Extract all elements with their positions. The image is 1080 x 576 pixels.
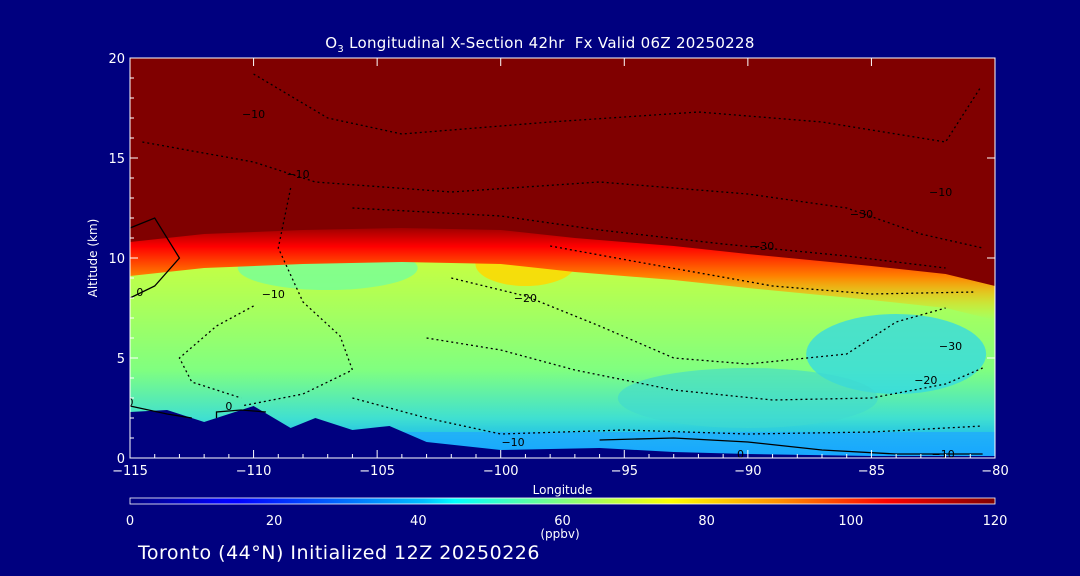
colorbar-tick-label: 60 bbox=[554, 514, 571, 529]
contour-label: −20 bbox=[514, 292, 537, 305]
contour-label: 0 bbox=[127, 396, 134, 409]
contour-label: −10 bbox=[262, 288, 285, 301]
contour-line bbox=[130, 217, 181, 299]
x-axis-label: Longitude bbox=[533, 483, 593, 497]
colorbar-tick-label: 120 bbox=[983, 514, 1008, 529]
contour-line bbox=[130, 405, 192, 419]
stratosphere-fill bbox=[130, 58, 995, 286]
contour-label: −10 bbox=[242, 108, 265, 121]
colorbar-tick-label: 0 bbox=[126, 514, 134, 529]
y-axis-label: Altitude (km) bbox=[86, 219, 100, 298]
contour-line bbox=[241, 187, 354, 407]
lower-ozone-patch-east bbox=[806, 314, 987, 394]
contour-label: −10 bbox=[931, 448, 954, 461]
contour-label: −10 bbox=[286, 168, 309, 181]
colorbar-tick-label: 100 bbox=[838, 514, 863, 529]
x-tick-label: −100 bbox=[483, 464, 519, 479]
x-tick-label: −85 bbox=[858, 464, 885, 479]
contour-line bbox=[352, 207, 946, 269]
y-tick-label: 5 bbox=[117, 352, 125, 367]
colorbar-gradient bbox=[129, 497, 996, 505]
contour-line bbox=[253, 73, 981, 143]
colorbar-unit-label: (ppbv) bbox=[540, 527, 580, 541]
colorbar: 0 20 40 60 80 100 120 bbox=[126, 497, 1008, 529]
y-tick-label: 0 bbox=[117, 452, 125, 467]
colorbar-tick-label: 20 bbox=[266, 514, 283, 529]
x-tick-label: −115 bbox=[112, 464, 148, 479]
contour-label: −20 bbox=[914, 374, 937, 387]
contour-line bbox=[550, 245, 976, 295]
contour-line bbox=[215, 409, 266, 418]
contour-line bbox=[178, 305, 254, 399]
plot-area: −10 −10 −30 −10 −30 −20 −10 0 −30 −20 0 0 −10 0 −10 bbox=[127, 57, 996, 461]
contour-lines: −10 −10 −30 −10 −30 −20 −10 0 −30 −20 0 0 −10 0 −10 bbox=[127, 73, 983, 461]
terrain bbox=[130, 406, 995, 458]
contour-label: −30 bbox=[751, 240, 774, 253]
chart-title: O3 Longitudinal X-Section 42hr Fx Valid … bbox=[325, 34, 755, 55]
y-tick-label: 10 bbox=[108, 252, 125, 267]
contour-label: −30 bbox=[850, 208, 873, 221]
axes: −115 −110 −105 −100 −95 −90 −85 −8005101520Long… bbox=[86, 52, 1009, 497]
x-tick-label: −95 bbox=[611, 464, 638, 479]
contour-label: −10 bbox=[929, 186, 952, 199]
x-tick-label: −105 bbox=[359, 464, 395, 479]
contour-line bbox=[352, 397, 983, 435]
x-tick-label: −80 bbox=[981, 464, 1008, 479]
contour-line bbox=[599, 437, 983, 455]
x-tick-label: −110 bbox=[236, 464, 272, 479]
colorbar-tick-label: 80 bbox=[698, 514, 715, 529]
contour-label: −10 bbox=[501, 436, 524, 449]
y-tick-label: 15 bbox=[108, 152, 125, 167]
contour-label: −30 bbox=[939, 340, 962, 353]
lower-ozone-patch-south bbox=[617, 368, 878, 428]
contour-label: 0 bbox=[136, 286, 143, 299]
contour-label: 0 bbox=[225, 400, 232, 413]
x-tick-label: −90 bbox=[734, 464, 761, 479]
y-tick-label: 20 bbox=[108, 52, 125, 67]
ozone-field bbox=[130, 58, 995, 458]
contour-label: 0 bbox=[737, 448, 744, 461]
colorbar-tick-label: 40 bbox=[410, 514, 427, 529]
tropopause-gradient bbox=[130, 222, 995, 320]
footer-caption: Toronto (44°N) Initialized 12Z 20250226 bbox=[138, 542, 540, 564]
